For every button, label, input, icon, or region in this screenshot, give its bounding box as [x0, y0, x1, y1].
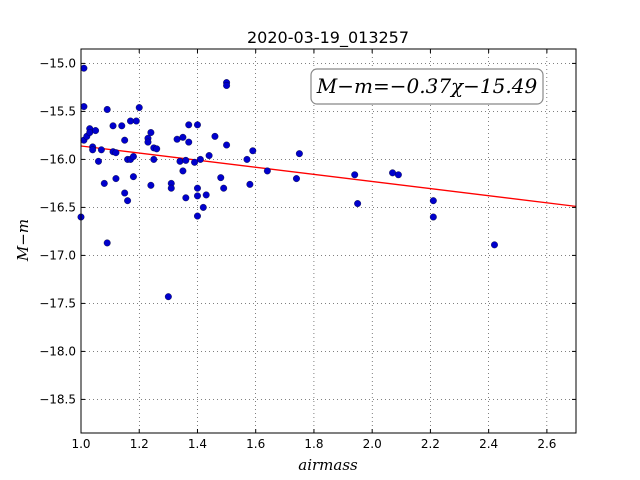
data-point [182, 156, 190, 164]
data-point [389, 169, 397, 177]
data-point [86, 129, 94, 136]
data-point [223, 82, 231, 89]
data-point [394, 171, 402, 179]
data-point [354, 200, 362, 208]
data-point [118, 122, 126, 130]
y-tick-label: −15.0 [39, 56, 76, 70]
fit-line [81, 145, 576, 207]
data-point [132, 117, 140, 125]
data-point [185, 138, 193, 146]
data-point [202, 191, 210, 199]
data-point [199, 203, 207, 211]
y-tick-label: −18.0 [39, 344, 76, 358]
data-point [185, 121, 193, 129]
data-point [144, 138, 152, 146]
equation-box-frame [310, 68, 544, 105]
x-tick-label: 1.0 [71, 437, 90, 451]
data-point [205, 152, 213, 160]
data-point [112, 175, 120, 183]
data-point [176, 157, 184, 165]
data-point [109, 122, 117, 130]
data-point [150, 155, 158, 163]
y-tick-label: −17.5 [39, 296, 76, 310]
x-tick-label: 2.0 [363, 437, 382, 451]
data-point [179, 133, 187, 141]
data-point [129, 153, 137, 160]
data-point [153, 145, 161, 153]
data-point [147, 181, 155, 189]
data-point [112, 149, 120, 157]
data-point [429, 197, 437, 205]
data-point [167, 184, 175, 192]
y-axis-label: M−m [14, 219, 32, 262]
data-point [92, 127, 100, 135]
data-point [191, 158, 199, 166]
data-point [293, 175, 300, 183]
data-point [223, 141, 231, 149]
data-point [100, 179, 108, 187]
data-point [103, 239, 111, 247]
data-point [135, 104, 143, 112]
data-point [211, 132, 219, 140]
data-point [121, 189, 129, 197]
data-point [194, 192, 201, 200]
data-point [97, 146, 105, 154]
y-tick-label: −18.5 [39, 392, 76, 406]
y-tick-label: −17.0 [39, 248, 76, 262]
equation-text: M−m=−0.37χ−15.49 [316, 74, 538, 98]
equation-box: M−m=−0.37χ−15.49 [310, 68, 544, 105]
data-point [249, 147, 257, 155]
data-point [95, 157, 102, 165]
x-tick-label: 2.2 [421, 437, 440, 451]
data-point [164, 293, 172, 301]
data-point [243, 155, 251, 163]
data-point [194, 184, 201, 192]
data-point [295, 150, 303, 158]
x-tick-label: 1.4 [188, 437, 207, 451]
data-point [127, 117, 134, 125]
plot-area: 1.0 1.2 1.4 1.6 1.8 2.0 2.2 2.4 2.6 −15.0 −15.5 −16… [39, 48, 577, 451]
data-point [182, 194, 190, 202]
data-point [89, 146, 97, 154]
x-tick-label: 2.4 [479, 437, 498, 451]
data-point [179, 167, 187, 175]
data-point [263, 167, 271, 175]
data-point [246, 180, 254, 188]
data-point [124, 197, 132, 205]
x-tick-label: 2.6 [537, 437, 556, 451]
data-point [194, 212, 201, 220]
data-point [173, 135, 181, 143]
x-tick-label: 1.2 [130, 437, 149, 451]
chart-title: 2020-03-19_013257 [247, 28, 409, 48]
data-point [220, 184, 228, 192]
data-point [429, 213, 437, 221]
plot-frame [80, 48, 577, 434]
data-point [129, 173, 137, 181]
x-axis-label: airmass [298, 456, 358, 474]
x-tick-label: 1.8 [304, 437, 323, 451]
data-point [351, 171, 359, 179]
data-point [491, 241, 498, 249]
data-point [194, 121, 201, 129]
data-point [80, 103, 88, 111]
y-tick-label: −16.0 [39, 152, 76, 166]
data-point [80, 64, 88, 72]
data-point [147, 129, 155, 136]
x-tick-label: 1.6 [246, 437, 265, 451]
data-point [196, 155, 204, 163]
y-tick-label: −15.5 [39, 104, 76, 118]
data-point [103, 106, 111, 113]
y-tick-label: −16.5 [39, 200, 76, 214]
data-point [217, 174, 225, 182]
data-point [121, 136, 129, 144]
